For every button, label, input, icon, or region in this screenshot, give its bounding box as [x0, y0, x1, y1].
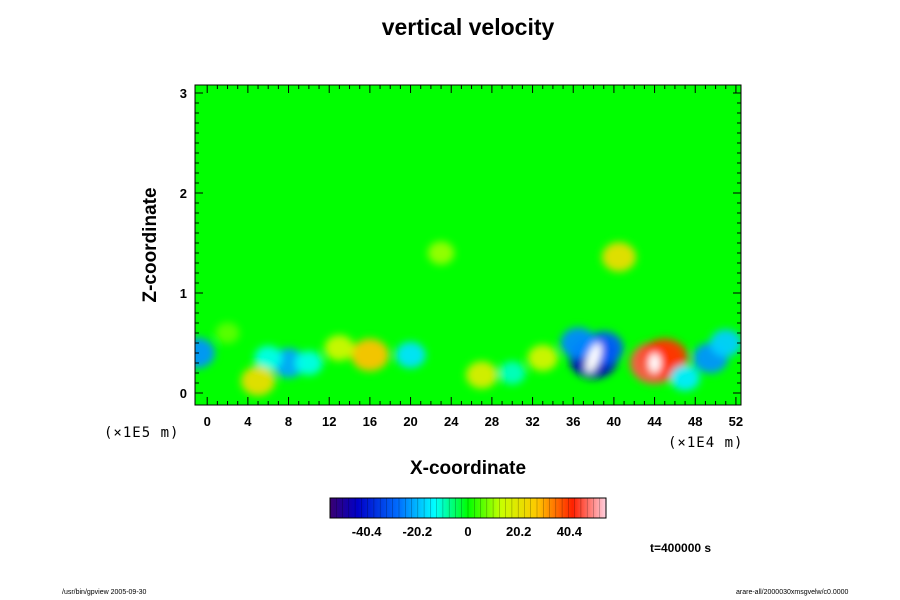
velocity-field — [195, 241, 741, 396]
x-tick-label: 24 — [444, 414, 459, 429]
x-tick-label: 8 — [285, 414, 292, 429]
x-tick-label: 36 — [566, 414, 580, 429]
velocity-feature — [601, 242, 637, 272]
velocity-feature — [324, 335, 355, 361]
y-tick-label: 3 — [180, 86, 187, 101]
velocity-feature — [295, 350, 323, 376]
velocity-feature — [465, 361, 498, 389]
velocity-feature — [527, 344, 558, 372]
footer-command: /usr/bin/gpview 2005-09-30 — [62, 589, 147, 596]
plot-frame — [194, 84, 742, 406]
x-scale-label: (×1E4 m) — [668, 435, 744, 451]
velocity-feature — [350, 338, 389, 372]
footer-filename: arare-all/2000030xmsgvelw/c0.0000 — [736, 589, 849, 596]
z-scale-label: (×1E5 m) — [104, 425, 180, 441]
x-tick-label: 0 — [204, 414, 211, 429]
y-tick-label: 2 — [180, 186, 187, 201]
velocity-feature — [670, 365, 700, 391]
colorbar-tick-label: -40.4 — [352, 524, 382, 539]
velocity-feature — [215, 322, 240, 344]
x-axis-label: X-coordinate — [409, 458, 527, 479]
y-tick-label: 0 — [180, 386, 187, 401]
x-tick-label: 28 — [485, 414, 499, 429]
x-tick-label: 12 — [322, 414, 336, 429]
velocity-feature — [427, 241, 455, 265]
x-tick-label: 16 — [363, 414, 377, 429]
velocity-feature — [709, 329, 741, 357]
time-label: t=400000 s — [650, 541, 712, 555]
x-tick-label: 20 — [403, 414, 417, 429]
velocity-feature — [195, 337, 215, 369]
colorbar-tick-label: 0 — [464, 524, 471, 539]
y-tick-label: 1 — [180, 286, 187, 301]
velocity-feature — [254, 345, 283, 371]
colorbar-frame — [329, 497, 607, 519]
x-tick-label: 52 — [729, 414, 743, 429]
y-axis-label: Z-coordinate — [140, 187, 161, 303]
velocity-feature — [395, 341, 426, 369]
saturated-core — [585, 342, 602, 374]
chart-title: vertical velocity — [381, 14, 555, 40]
colorbar-tick-label: -20.2 — [402, 524, 432, 539]
x-tick-label: 48 — [688, 414, 702, 429]
velocity-feature — [499, 361, 526, 385]
x-axis: 0 4 8 12 16 20 24 28 32 36 40 44 48 52 — [204, 85, 743, 429]
velocity-feature — [240, 366, 276, 396]
x-tick-label: 32 — [525, 414, 539, 429]
y-axis: 0 1 2 3 — [180, 86, 741, 401]
colorbar: -40.4 -20.2 0 20.2 40.4 — [329, 497, 607, 539]
saturated-core — [648, 353, 661, 373]
x-tick-label: 4 — [244, 414, 252, 429]
x-tick-label: 40 — [607, 414, 621, 429]
x-tick-label: 44 — [647, 414, 662, 429]
colorbar-tick-label: 40.4 — [557, 524, 583, 539]
velocity-feature — [560, 327, 597, 359]
colorbar-tick-label: 20.2 — [506, 524, 531, 539]
